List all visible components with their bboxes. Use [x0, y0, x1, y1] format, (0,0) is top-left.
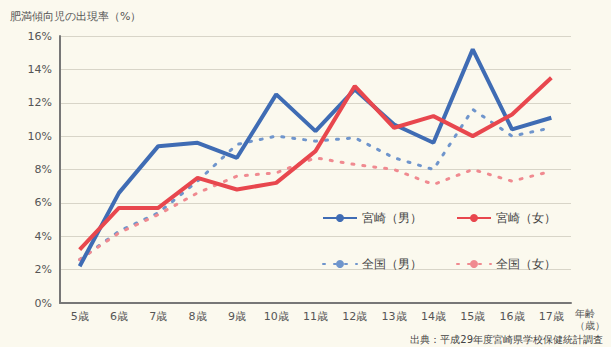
svg-text:16歳: 16歳	[500, 310, 525, 323]
svg-text:11歳: 11歳	[303, 310, 328, 323]
svg-text:14%: 14%	[28, 63, 52, 76]
svg-text:4%: 4%	[35, 230, 52, 243]
svg-text:10歳: 10歳	[264, 310, 289, 323]
svg-text:15歳: 15歳	[460, 310, 485, 323]
svg-text:9歳: 9歳	[228, 310, 246, 323]
svg-text:宮崎（男）: 宮崎（男）	[362, 211, 422, 225]
svg-text:17歳: 17歳	[539, 310, 564, 323]
svg-text:2%: 2%	[35, 263, 52, 276]
svg-text:出典：平成29年度宮崎県学校保健統計調査: 出典：平成29年度宮崎県学校保健統計調査	[410, 334, 603, 345]
svg-text:12歳: 12歳	[342, 310, 367, 323]
svg-text:14歳: 14歳	[421, 310, 446, 323]
svg-text:0%: 0%	[35, 297, 52, 310]
svg-text:12%: 12%	[28, 96, 52, 109]
svg-text:全国（男）: 全国（男）	[362, 257, 422, 271]
svg-text:6%: 6%	[35, 196, 52, 209]
svg-text:宮崎（女）: 宮崎（女）	[496, 211, 556, 225]
svg-text:全国（女）: 全国（女）	[496, 257, 556, 271]
svg-text:（歳）: （歳）	[575, 320, 605, 331]
svg-text:年齢: 年齢	[575, 308, 595, 319]
svg-text:8歳: 8歳	[189, 310, 207, 323]
svg-text:肥満傾向児の出現率（%）: 肥満傾向児の出現率（%）	[10, 10, 141, 23]
svg-text:7歳: 7歳	[149, 310, 167, 323]
svg-text:10%: 10%	[28, 130, 52, 143]
svg-text:6歳: 6歳	[110, 310, 128, 323]
svg-text:5歳: 5歳	[71, 310, 89, 323]
svg-text:16%: 16%	[28, 30, 52, 43]
svg-text:13歳: 13歳	[382, 310, 407, 323]
svg-text:8%: 8%	[35, 163, 52, 176]
